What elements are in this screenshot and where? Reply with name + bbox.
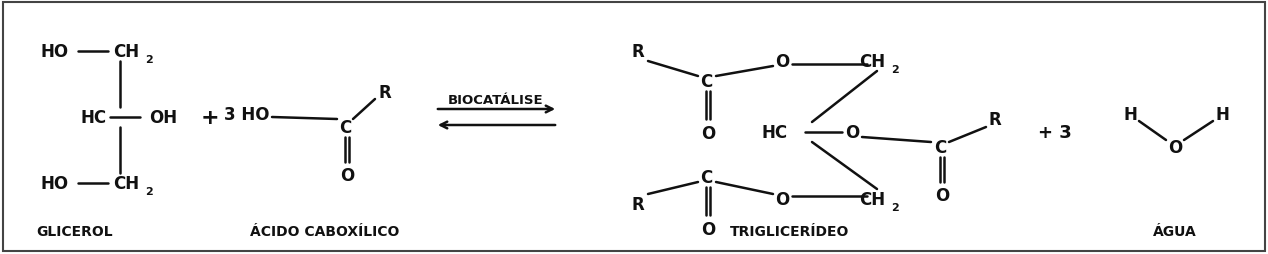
Text: O: O xyxy=(340,166,354,184)
Text: 3 HO: 3 HO xyxy=(224,106,270,123)
Text: C: C xyxy=(933,138,946,156)
Text: CH: CH xyxy=(113,43,139,61)
Text: O: O xyxy=(701,220,715,238)
Text: C: C xyxy=(700,73,713,91)
Text: HO: HO xyxy=(41,174,68,192)
Text: 2: 2 xyxy=(891,65,899,75)
Text: BIOCATÁLISE: BIOCATÁLISE xyxy=(448,93,544,106)
Text: CH: CH xyxy=(113,174,139,192)
Text: HO: HO xyxy=(41,43,68,61)
Text: HC: HC xyxy=(81,108,107,126)
Text: C: C xyxy=(339,119,351,136)
Text: O: O xyxy=(935,186,950,204)
Text: 2: 2 xyxy=(145,186,153,196)
Text: HC: HC xyxy=(762,123,787,141)
Text: + 3: + 3 xyxy=(1038,123,1071,141)
Text: TRIGLICERÍDEO: TRIGLICERÍDEO xyxy=(730,224,850,238)
Text: O: O xyxy=(1168,138,1182,156)
Text: 2: 2 xyxy=(891,202,899,212)
Text: OH: OH xyxy=(148,108,178,126)
Text: R: R xyxy=(989,110,1002,129)
Text: +: + xyxy=(200,108,219,128)
Text: R: R xyxy=(631,195,644,213)
Text: ÁGUA: ÁGUA xyxy=(1153,224,1197,238)
Text: O: O xyxy=(844,123,860,141)
Text: H: H xyxy=(1123,106,1137,123)
Text: O: O xyxy=(775,53,789,71)
Text: R: R xyxy=(379,84,392,102)
Text: ÁCIDO CABOXÍLICO: ÁCIDO CABOXÍLICO xyxy=(250,224,399,238)
Text: H: H xyxy=(1215,106,1229,123)
Text: R: R xyxy=(631,43,644,61)
Text: 2: 2 xyxy=(145,55,153,65)
Text: GLICEROL: GLICEROL xyxy=(37,224,113,238)
Text: O: O xyxy=(701,124,715,142)
Text: C: C xyxy=(700,168,713,186)
Text: CH: CH xyxy=(858,190,885,208)
Text: CH: CH xyxy=(858,53,885,71)
Text: O: O xyxy=(775,190,789,208)
